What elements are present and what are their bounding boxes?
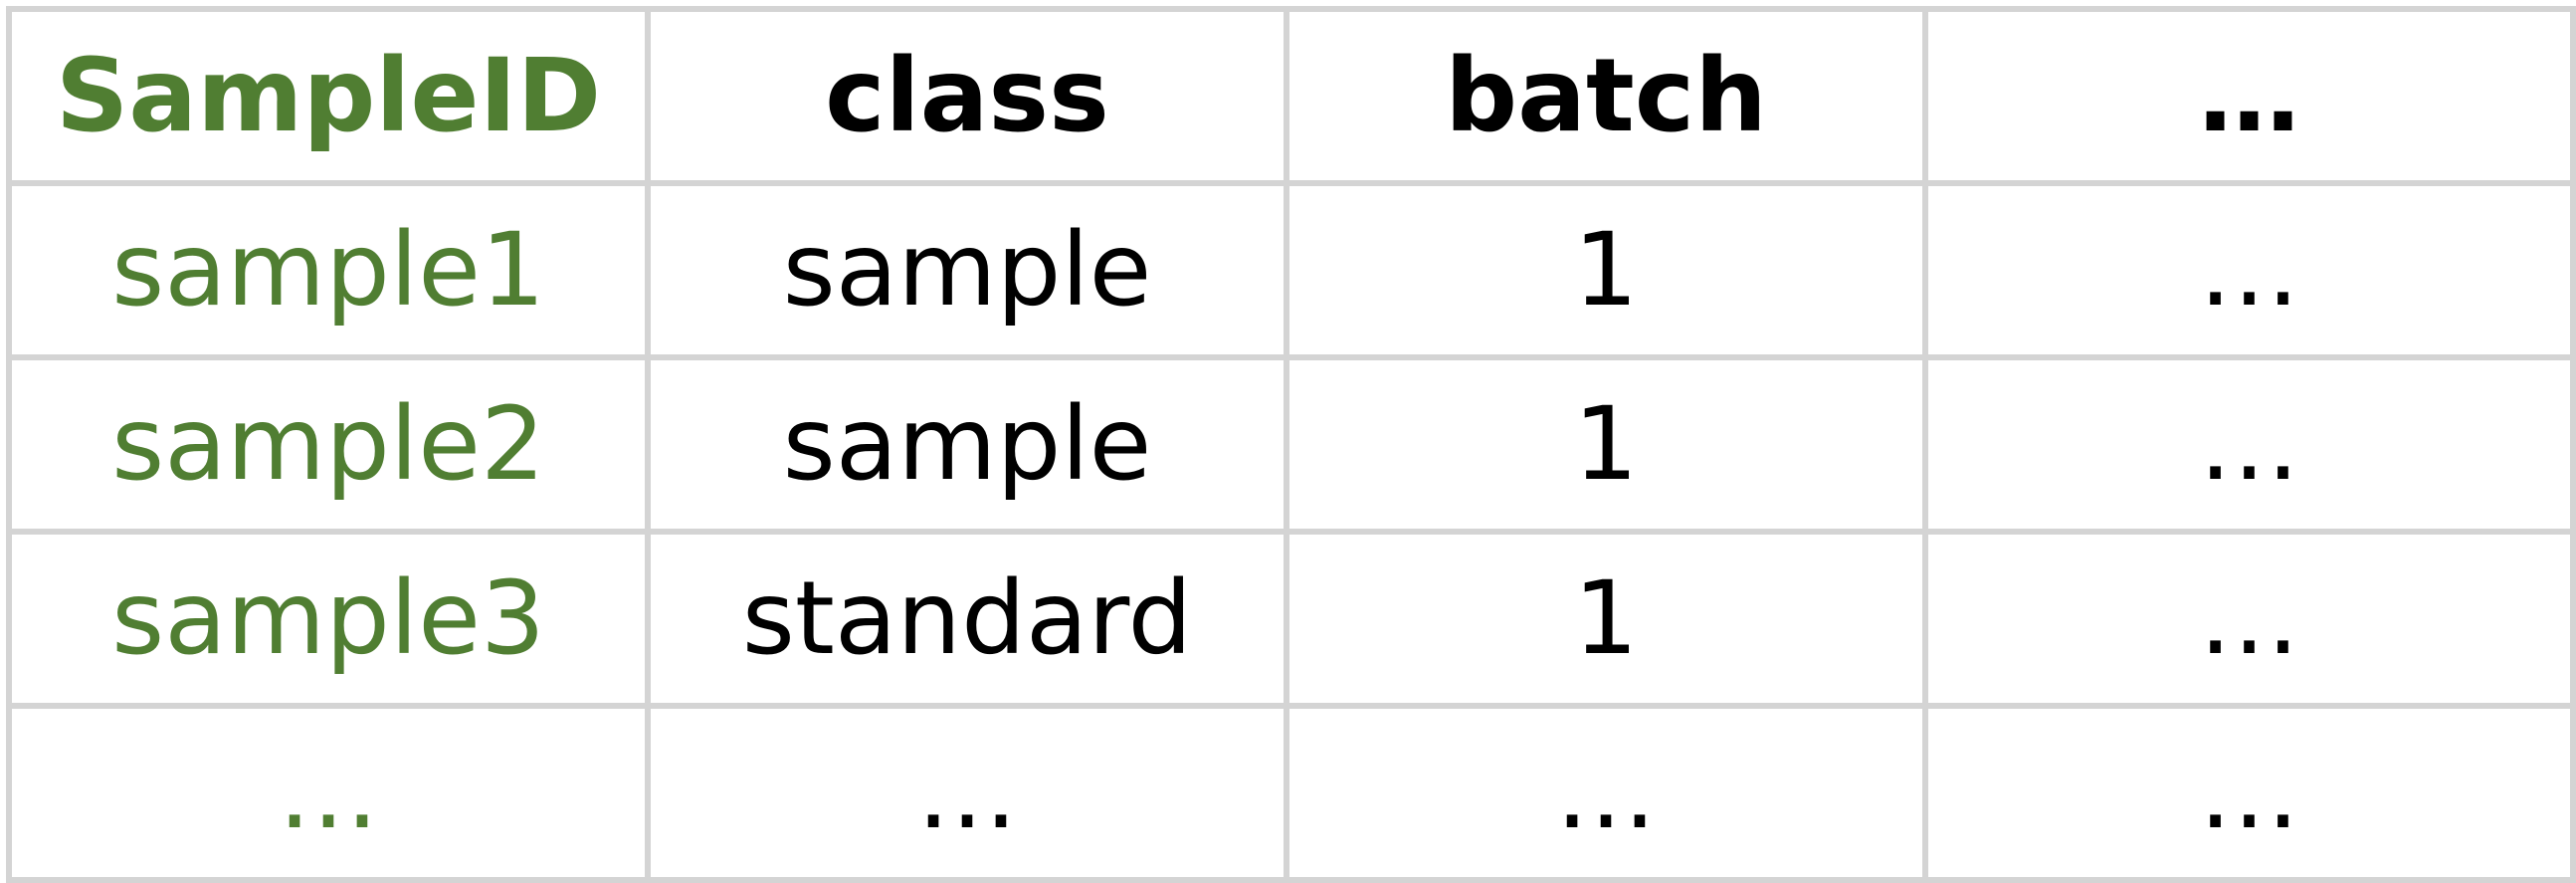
sample-metadata-table: SampleID class batch … sample1 sample 1 … <box>6 6 2576 883</box>
cell-sampleid: sample3 <box>6 529 651 709</box>
cell-batch: 1 <box>1284 529 1928 709</box>
cell-batch: 1 <box>1284 180 1928 360</box>
cell-batch: … <box>1284 703 1928 883</box>
cell-class: sample <box>645 354 1289 535</box>
cell-class: sample <box>645 180 1289 360</box>
header-more-columns: … <box>1922 6 2576 186</box>
cell-sampleid: sample1 <box>6 180 651 360</box>
table-header-row: SampleID class batch … <box>6 6 2576 186</box>
header-sampleid: SampleID <box>6 6 651 186</box>
cell-sampleid: sample2 <box>6 354 651 535</box>
header-class: class <box>645 6 1289 186</box>
table-row: sample3 standard 1 … <box>6 529 2576 709</box>
cell-batch: 1 <box>1284 354 1928 535</box>
cell-class: … <box>645 703 1289 883</box>
cell-ellipsis: … <box>1922 354 2576 535</box>
cell-sampleid: … <box>6 703 651 883</box>
cell-ellipsis: … <box>1922 703 2576 883</box>
table-row: sample1 sample 1 … <box>6 180 2576 360</box>
cell-ellipsis: … <box>1922 180 2576 360</box>
header-batch: batch <box>1284 6 1928 186</box>
table-row: sample2 sample 1 … <box>6 354 2576 535</box>
cell-ellipsis: … <box>1922 529 2576 709</box>
cell-class: standard <box>645 529 1289 709</box>
table-row-continuation: … … … … <box>6 703 2576 883</box>
sample-metadata-table-wrapper: SampleID class batch … sample1 sample 1 … <box>6 6 2576 883</box>
